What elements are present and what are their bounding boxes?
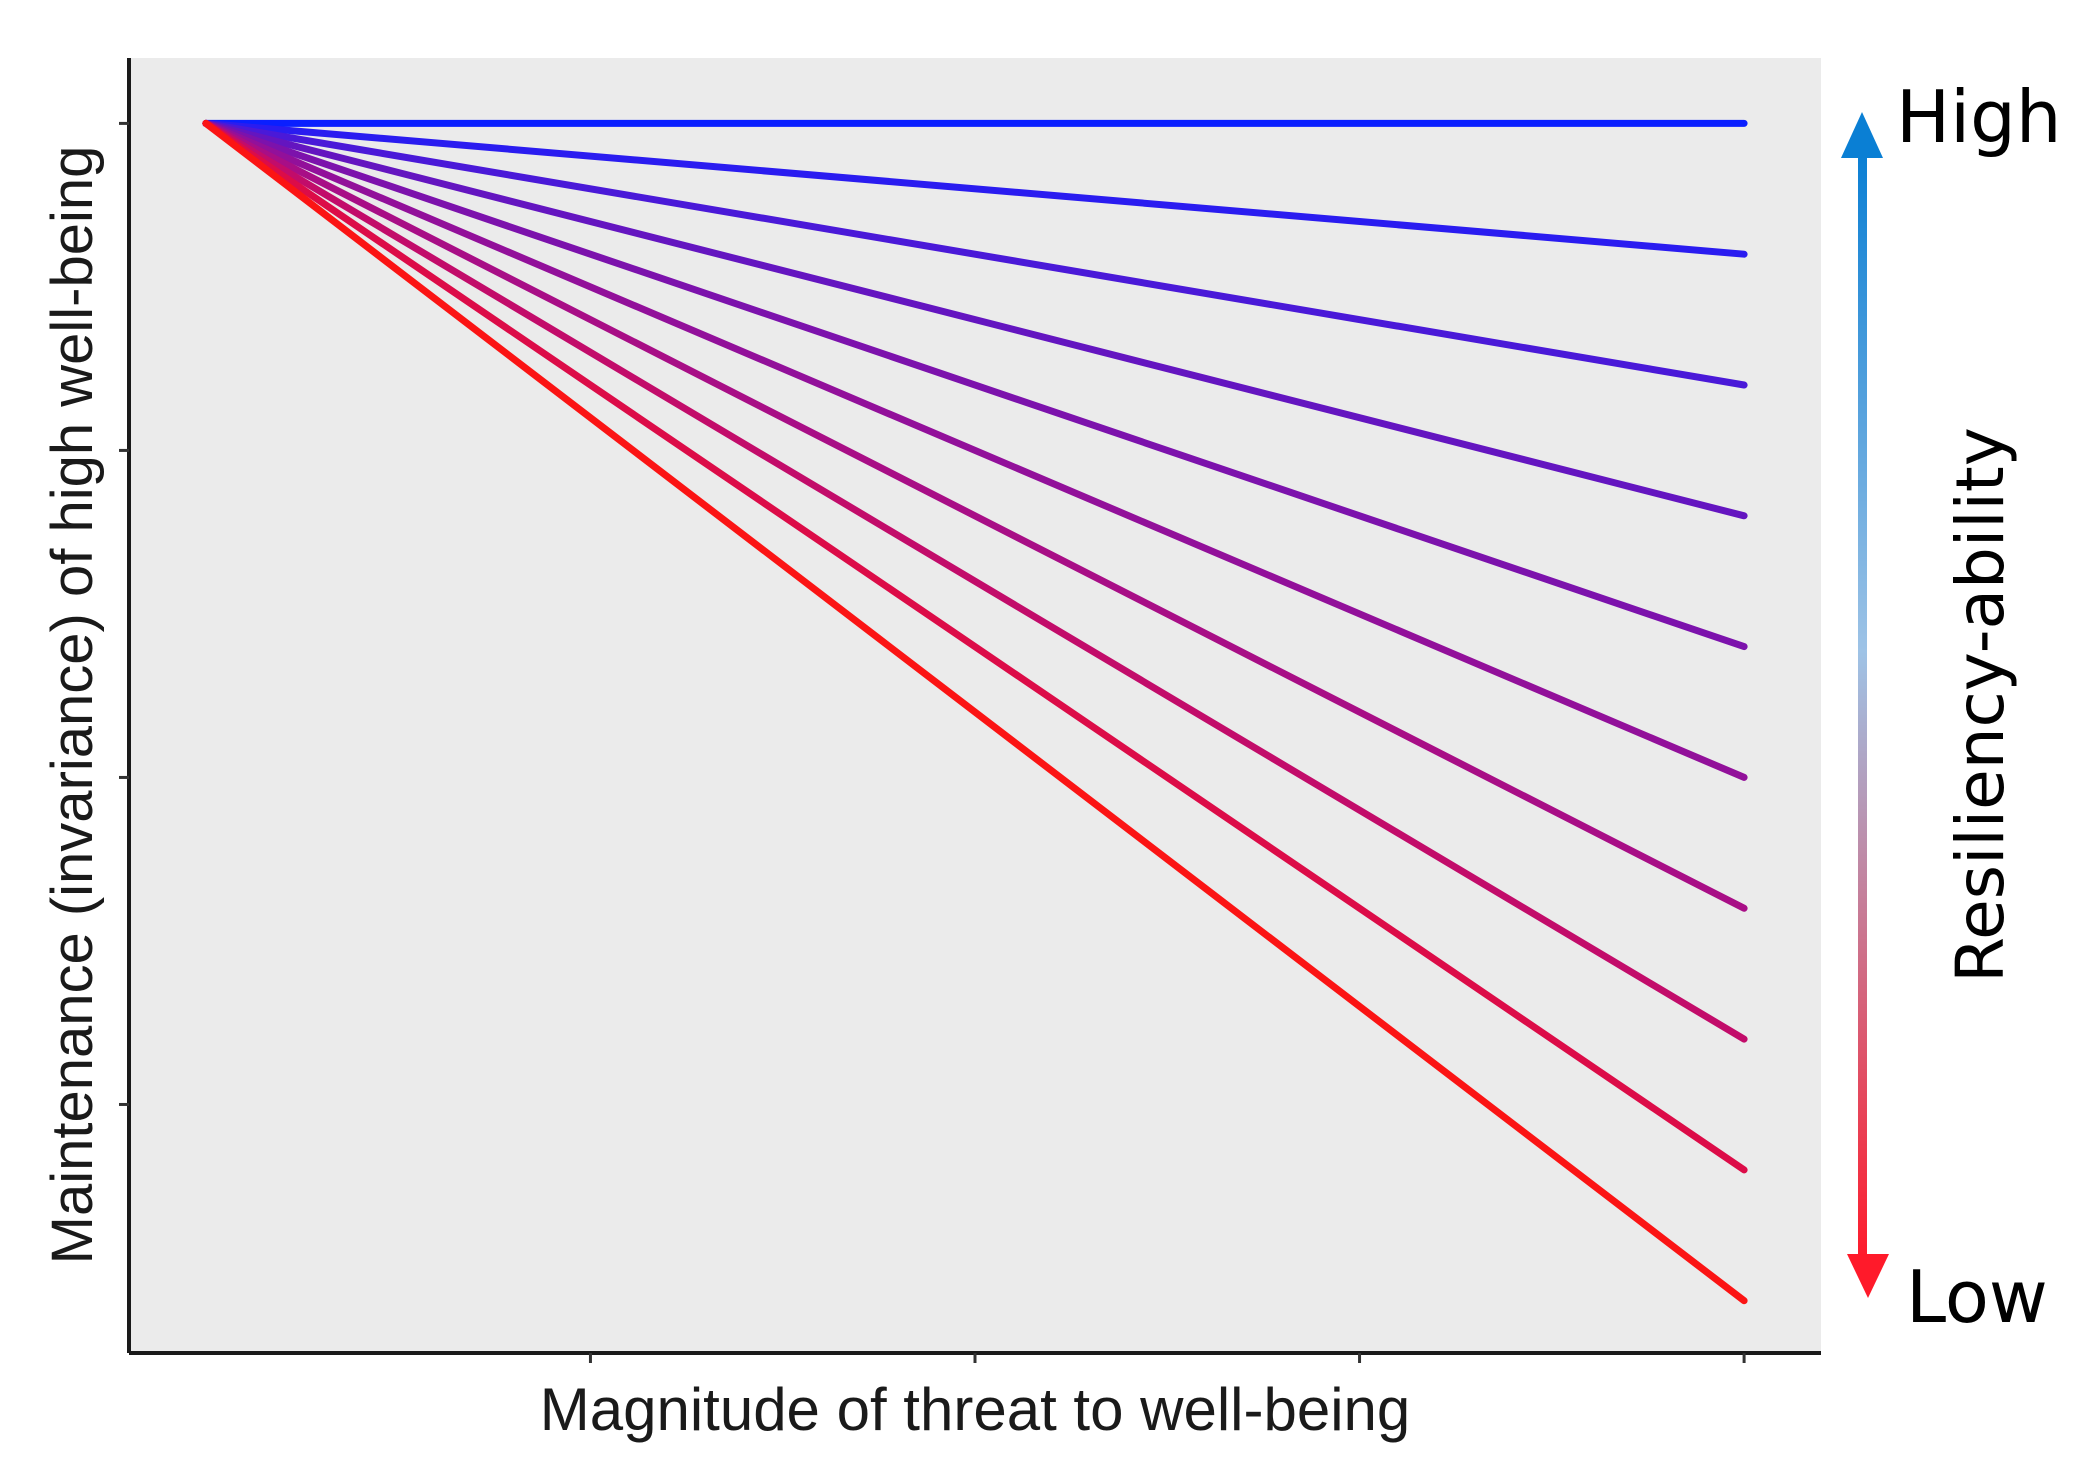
resiliency-label: Resiliency-ability xyxy=(1942,427,2019,983)
x-ticks xyxy=(588,1353,1746,1363)
resiliency-arrow xyxy=(1841,112,1889,1298)
series-line-3 xyxy=(202,119,1748,389)
x-axis-title: Magnitude of threat to well-being xyxy=(540,1376,1411,1443)
series-lines xyxy=(202,119,1748,1305)
series-line-8 xyxy=(202,119,1748,1043)
y-ticks xyxy=(119,121,129,1106)
series-line-7 xyxy=(202,119,1748,912)
series-line-4 xyxy=(202,119,1748,520)
series-line-2 xyxy=(202,119,1748,258)
series-line-5 xyxy=(202,119,1748,651)
series-line-9 xyxy=(202,119,1748,1174)
plot-background xyxy=(129,58,1821,1353)
y-axis-title: Maintenance (invariance) of high well-be… xyxy=(40,146,105,1265)
series-line-10 xyxy=(202,119,1748,1305)
high-label: High xyxy=(1896,75,2061,159)
arrow-shaft xyxy=(1858,152,1867,1262)
arrow-head-up xyxy=(1841,112,1883,158)
series-line-6 xyxy=(202,119,1748,781)
low-label: Low xyxy=(1906,1255,2048,1339)
arrow-head-down xyxy=(1847,1254,1889,1298)
